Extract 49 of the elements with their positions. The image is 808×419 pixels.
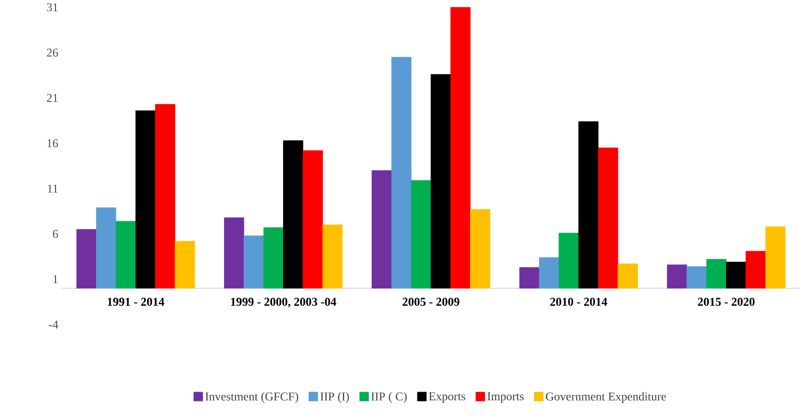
bar [765, 226, 786, 288]
x-tick-label: 1991 - 2014 [108, 298, 164, 306]
bar [578, 121, 598, 288]
bar [686, 266, 707, 288]
x-tick-label: 1999 - 2000, 2003 -04 [231, 298, 336, 308]
bar [391, 56, 412, 288]
y-tick-label: 16 [47, 139, 58, 148]
bar [539, 257, 560, 288]
bar [411, 180, 432, 288]
bar [96, 207, 116, 288]
legend-label: IIP ( C) [371, 392, 407, 403]
bar [618, 263, 638, 288]
bar [430, 74, 451, 288]
y-tick-label: -4 [48, 320, 58, 328]
bar [302, 150, 323, 288]
bar [135, 110, 156, 288]
bar [174, 240, 195, 288]
bar [244, 235, 264, 288]
bar [519, 267, 540, 288]
legend-label: Investment (GFCF) [205, 392, 298, 403]
x-tick-label: 2015 - 2020 [698, 298, 755, 306]
bar [746, 250, 766, 288]
bar [155, 104, 176, 288]
bar [224, 217, 244, 288]
bar [558, 232, 579, 288]
x-tick-label: 2005 - 2009 [402, 298, 460, 306]
bar [666, 264, 688, 288]
bar [263, 227, 284, 288]
legend-label: IIP (I) [320, 392, 349, 403]
y-tick-label: 26 [46, 48, 58, 56]
bar [598, 147, 618, 288]
bar [322, 224, 343, 288]
y-tick-label: 21 [46, 94, 58, 102]
bar [706, 258, 726, 288]
bar [372, 170, 392, 288]
x-tick-label: 2010 - 2014 [550, 298, 608, 306]
legend-label: Government Expenditure [546, 392, 666, 403]
legend-label: Exports [428, 392, 466, 403]
bar [470, 209, 490, 288]
bar [116, 220, 136, 288]
y-tick-label: 31 [46, 3, 58, 12]
y-tick-label: 11 [48, 184, 58, 192]
bar [726, 262, 746, 288]
y-tick-label: 6 [52, 230, 58, 238]
bar [283, 140, 304, 288]
bar [450, 6, 471, 288]
bar [76, 229, 96, 288]
legend-label: Imports [487, 392, 524, 403]
y-tick-label: 1 [53, 275, 58, 284]
